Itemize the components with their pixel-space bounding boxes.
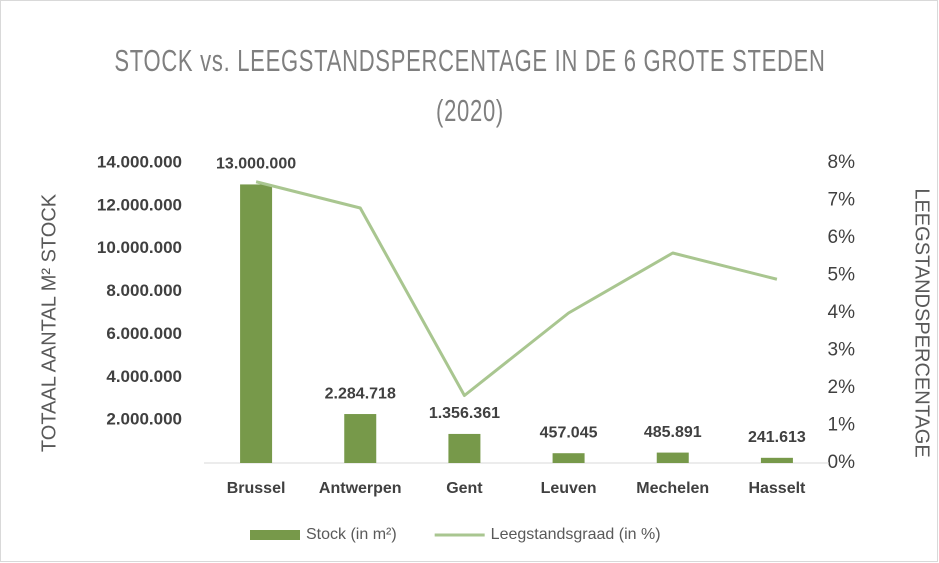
- y-tick-label: 2.000.000: [106, 410, 182, 429]
- y2-tick-label: 1%: [828, 415, 856, 436]
- bar: [552, 453, 585, 463]
- x-tick-label: Hasselt: [748, 480, 806, 497]
- y2-tick-label: 5%: [828, 265, 856, 286]
- y-tick-label: 12.000.000: [97, 195, 182, 214]
- bar: [240, 184, 273, 463]
- bar: [344, 414, 377, 463]
- y2-axis-title: LEEGSTANDSPERCENTAGE: [911, 188, 933, 457]
- y-tick-label: 8.000.000: [106, 281, 182, 300]
- line: [255, 180, 778, 397]
- legend-label: Leegstandsgraad (in %): [491, 526, 661, 543]
- legend-label: Stock (in m²): [306, 526, 397, 543]
- y-tick-label: 4.000.000: [106, 367, 182, 386]
- data-label: 457.045: [540, 424, 598, 441]
- data-label: 485.891: [644, 424, 702, 441]
- y2-tick-label: 0%: [828, 452, 856, 473]
- x-tick-label: Brussel: [227, 480, 286, 497]
- bar: [656, 452, 689, 463]
- bar: [448, 433, 481, 463]
- y2-tick-label: 4%: [828, 302, 856, 323]
- x-tick-label: Leuven: [541, 480, 597, 497]
- title-box: STOCK vs. LEEGSTANDSPERCENTAGE IN DE 6 G…: [0, 36, 939, 136]
- data-label: 2.284.718: [325, 385, 396, 402]
- y-axis-title: TOTAAL AANTAL M² STOCK: [38, 193, 60, 452]
- y-tick-label: 6.000.000: [106, 324, 182, 343]
- y2-tick-label: 3%: [828, 340, 856, 361]
- y2-tick-label: 6%: [828, 227, 856, 248]
- chart-title: STOCK vs. LEEGSTANDSPERCENTAGE IN DE 6 G…: [114, 43, 826, 128]
- y2-tick-label: 8%: [828, 152, 856, 173]
- y-tick-label: 14.000.000: [97, 152, 182, 171]
- data-label: 241.613: [748, 429, 806, 446]
- data-label: 1.356.361: [429, 405, 500, 422]
- y-tick-label: 10.000.000: [97, 238, 182, 257]
- x-tick-label: Gent: [446, 480, 483, 497]
- x-tick-label: Antwerpen: [319, 480, 402, 497]
- x-tick-label: Mechelen: [636, 480, 709, 497]
- y2-tick-label: 7%: [828, 190, 856, 211]
- bar: [760, 457, 793, 463]
- legend-swatch: [250, 530, 300, 540]
- data-label: 13.000.000: [216, 156, 296, 173]
- y2-tick-label: 2%: [828, 377, 856, 398]
